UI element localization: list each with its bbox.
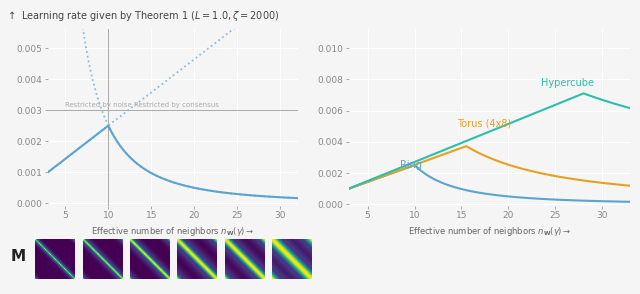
Text: Restricted by consensus: Restricted by consensus — [134, 102, 219, 108]
Text: Torus (4x8): Torus (4x8) — [457, 119, 511, 129]
X-axis label: Effective number of neighbors $n_{\mathbf{W}}(\gamma) \rightarrow$: Effective number of neighbors $n_{\mathb… — [408, 225, 572, 238]
Text: $\uparrow$ Learning rate given by Theorem 1 $(L = 1.0, \zeta = 2000)$: $\uparrow$ Learning rate given by Theore… — [6, 9, 280, 23]
X-axis label: Effective number of neighbors $n_{\mathbf{W}}(\gamma) \rightarrow$: Effective number of neighbors $n_{\mathb… — [91, 225, 255, 238]
Text: Hypercube: Hypercube — [541, 78, 594, 88]
Text: Ring: Ring — [401, 160, 422, 170]
Text: Restricted by noise: Restricted by noise — [65, 102, 132, 108]
Text: $\mathbf{M}$: $\mathbf{M}$ — [10, 248, 26, 264]
